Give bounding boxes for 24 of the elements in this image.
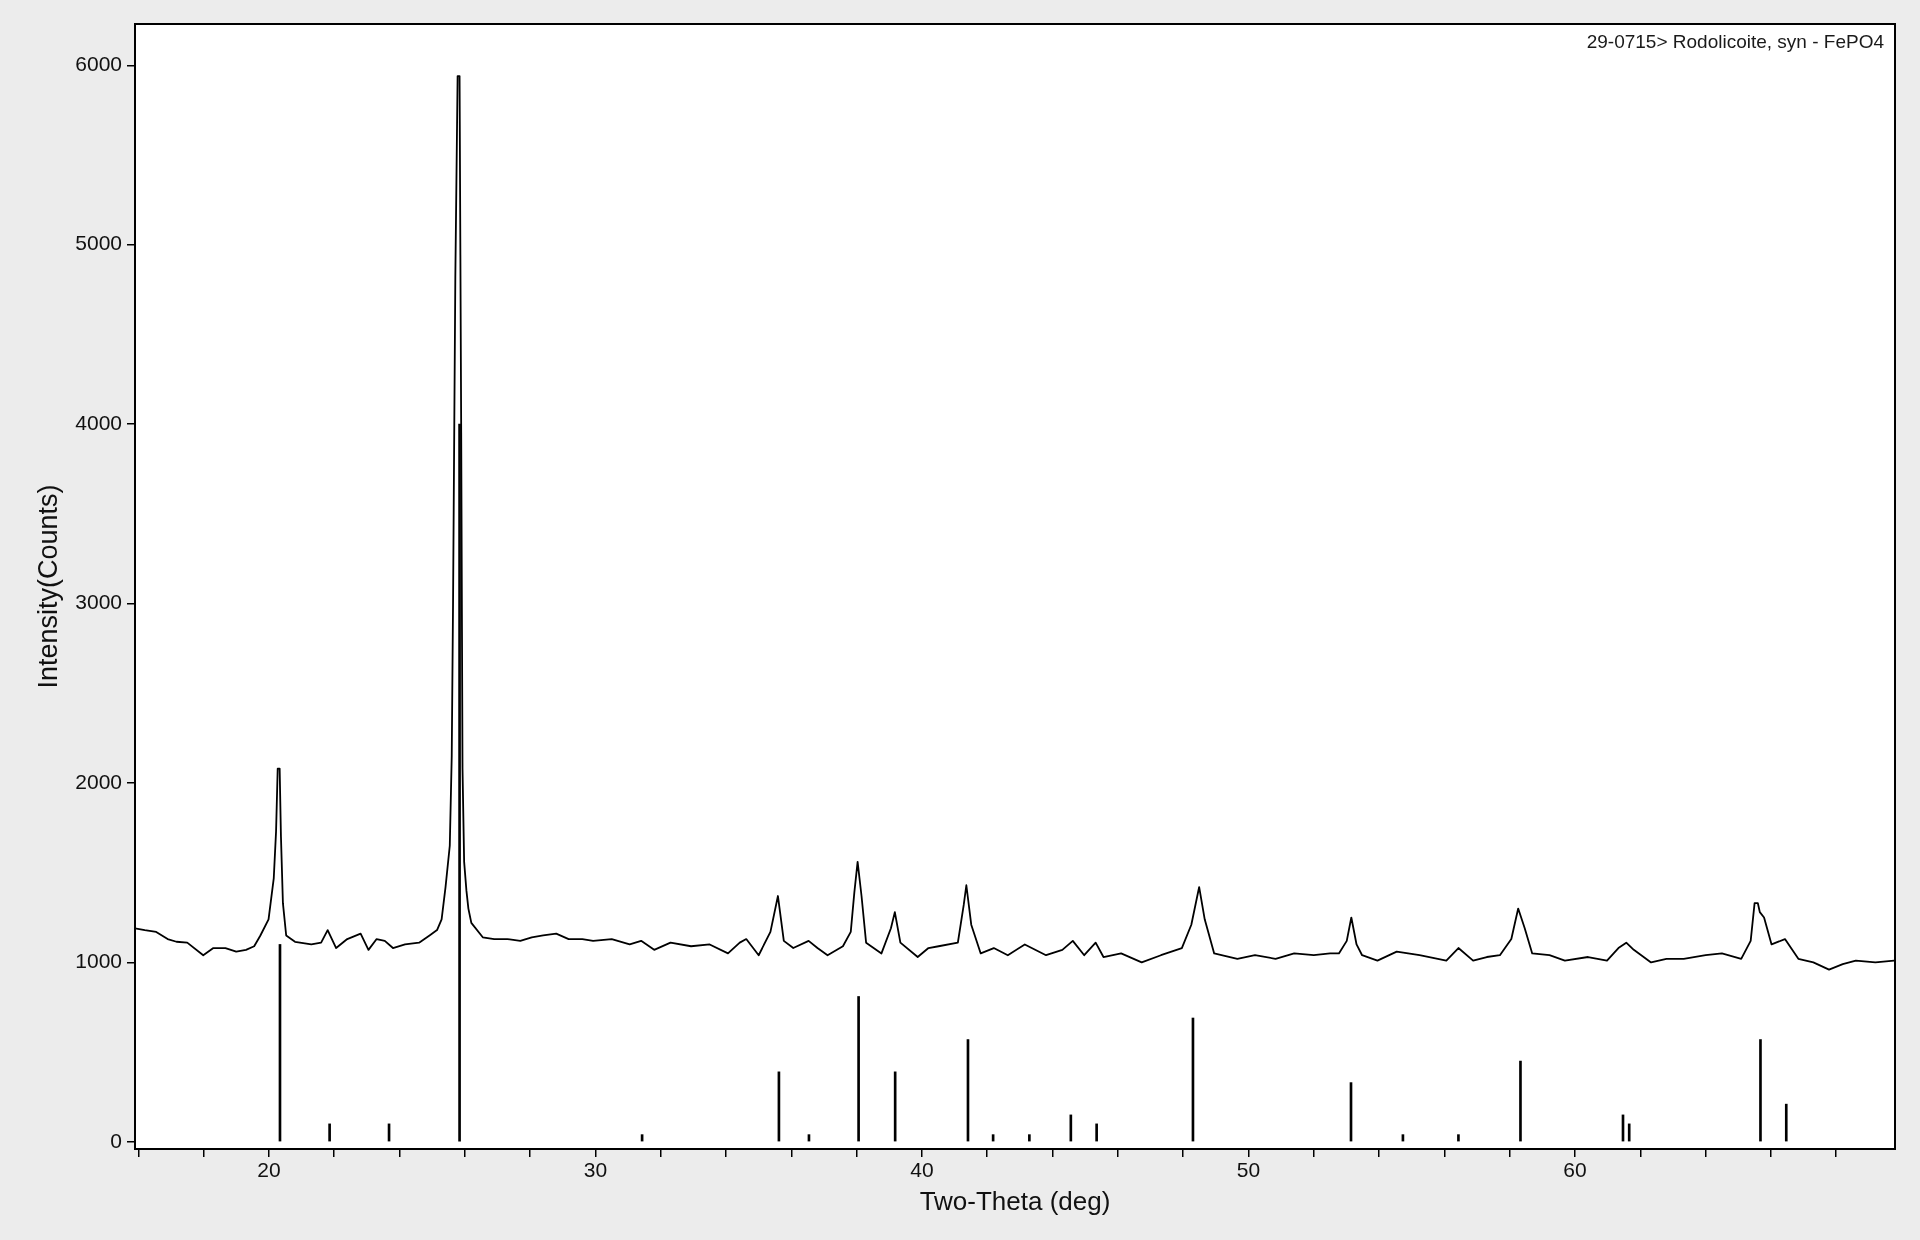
x-tick-label: 30 [583, 1158, 608, 1182]
x-tick-label: 20 [257, 1158, 281, 1182]
y-tick-label: 0 [110, 1128, 122, 1152]
annotation: 29-0715> Rodolicoite, syn - FePO4 [1586, 31, 1885, 53]
bar [1095, 1123, 1098, 1142]
x-axis-title: Two-Theta (deg) [919, 1185, 1111, 1216]
bar [1028, 1134, 1031, 1142]
bar [328, 1123, 331, 1142]
bar [1519, 1060, 1522, 1142]
bar [857, 996, 860, 1142]
y-tick-label: 5000 [75, 231, 122, 255]
y-tick-label: 4000 [75, 410, 122, 434]
x-tick-label: 50 [1236, 1158, 1261, 1182]
y-tick-label: 3000 [75, 590, 122, 614]
y-tick-label: 6000 [75, 52, 122, 76]
y-tick-label: 2000 [75, 769, 122, 793]
y-tick-label: 1000 [75, 949, 122, 973]
bar [1759, 1039, 1762, 1142]
bar [1627, 1123, 1631, 1142]
bar [1457, 1134, 1460, 1142]
x-tick-label: 60 [1563, 1158, 1587, 1182]
bar [1784, 1103, 1788, 1142]
x-tick-label: 40 [910, 1158, 934, 1182]
y-axis-title: Intensity(Counts) [32, 484, 63, 689]
